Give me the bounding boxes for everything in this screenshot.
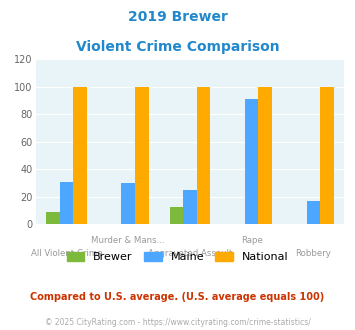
Bar (245, 99, 258, 224)
Bar (258, 87, 272, 224)
Text: Murder & Mans...: Murder & Mans... (91, 236, 165, 245)
Bar (135, 87, 148, 224)
Text: © 2025 CityRating.com - https://www.cityrating.com/crime-statistics/: © 2025 CityRating.com - https://www.city… (45, 318, 310, 327)
Bar (73, 87, 87, 224)
Bar (170, 207, 183, 224)
Text: All Violent Crime: All Violent Crime (31, 249, 102, 258)
Bar (60, 182, 73, 224)
Bar (320, 87, 334, 224)
Text: Rape: Rape (241, 236, 263, 245)
Bar (183, 190, 197, 224)
Bar (121, 183, 135, 224)
Bar (46, 212, 60, 224)
Text: Robbery: Robbery (295, 249, 332, 258)
Text: Aggravated Assault: Aggravated Assault (148, 249, 232, 258)
Bar (197, 87, 210, 224)
Text: Compared to U.S. average. (U.S. average equals 100): Compared to U.S. average. (U.S. average … (31, 292, 324, 302)
Legend: Brewer, Maine, National: Brewer, Maine, National (62, 248, 293, 267)
Bar (307, 201, 320, 224)
Text: 2019 Brewer: 2019 Brewer (127, 10, 228, 24)
Text: Violent Crime Comparison: Violent Crime Comparison (76, 40, 279, 53)
